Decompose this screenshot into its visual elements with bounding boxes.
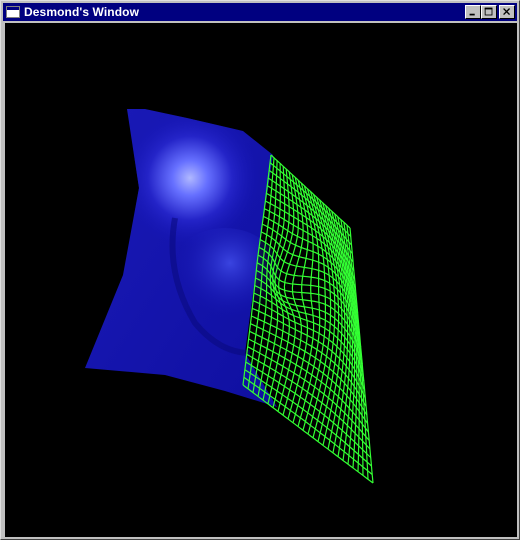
wireframe-line	[269, 162, 352, 237]
wireframe-line	[258, 246, 360, 331]
wireframe-line	[252, 307, 366, 399]
app-window-icon[interactable]	[6, 6, 20, 18]
title-bar[interactable]: Desmond's Window	[3, 3, 517, 21]
wireframe-line	[267, 177, 353, 254]
wireframe-line	[246, 353, 371, 450]
wireframe-line	[247, 346, 370, 441]
wireframe-line	[266, 185, 354, 263]
wireframe-line	[251, 315, 367, 407]
wireframe-line	[259, 239, 359, 322]
wireframe-line	[261, 231, 359, 314]
minimize-button[interactable]	[465, 5, 481, 19]
wireframe-line	[255, 277, 363, 365]
wireframe-line	[254, 285, 364, 373]
close-icon	[503, 8, 511, 16]
wireframe-line	[264, 208, 356, 288]
surface-render	[85, 109, 374, 484]
wireframe-line	[266, 192, 355, 271]
close-button[interactable]	[499, 5, 515, 19]
caption-buttons	[465, 5, 515, 19]
wireframe-line	[256, 269, 363, 356]
wireframe-line	[244, 369, 372, 467]
wireframe-line	[245, 361, 372, 458]
minimize-icon	[469, 13, 475, 16]
wireframe-line	[253, 292, 365, 382]
wireframe-line	[268, 169, 352, 246]
maximize-button[interactable]	[481, 5, 497, 19]
wireframe-line	[265, 200, 356, 280]
window-title: Desmond's Window	[24, 5, 140, 19]
wireframe-surface	[242, 154, 374, 484]
wireframe-line	[252, 300, 366, 390]
solid-surface	[85, 109, 280, 407]
wireframe-line	[263, 215, 357, 297]
wireframe-line	[249, 330, 369, 424]
wireframe-line	[256, 262, 362, 348]
wireframe-line	[262, 223, 358, 305]
maximize-icon	[484, 7, 493, 16]
wireframe-line	[243, 376, 373, 475]
opengl-viewport[interactable]	[5, 23, 517, 537]
wireframe-line	[270, 154, 351, 229]
wireframe-line	[248, 338, 369, 433]
wireframe-line	[257, 254, 361, 339]
wireframe-line	[250, 323, 368, 416]
wireframe-line	[242, 384, 374, 484]
